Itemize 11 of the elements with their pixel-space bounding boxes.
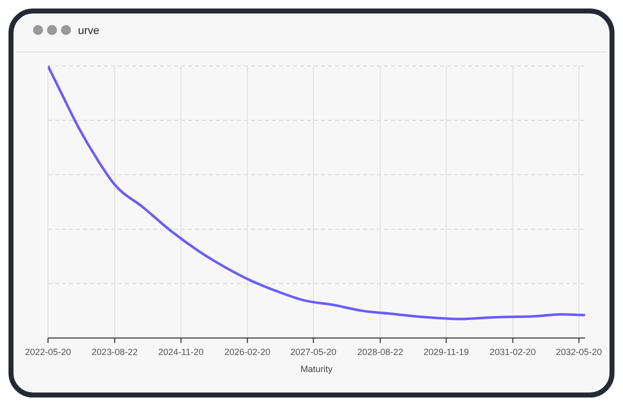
- x-tick-label: 2024-11-20: [158, 347, 204, 357]
- chart-title: urve: [78, 25, 100, 37]
- x-tick-label: 2022-05-20: [24, 347, 72, 357]
- x-tick-label: 2027-05-20: [290, 347, 336, 357]
- x-tick-label: 2032-05-20: [556, 347, 602, 357]
- x-tick-label: 2028-08-22: [357, 347, 404, 357]
- x-tick-label: 2026-02-20: [224, 347, 270, 357]
- x-axis-title: Maturity: [300, 364, 333, 374]
- x-tick-label: 2023-08-22: [92, 347, 138, 357]
- x-tick-label: 2029-11-19: [424, 347, 469, 357]
- x-tick-label: 2031-02-20: [490, 347, 536, 357]
